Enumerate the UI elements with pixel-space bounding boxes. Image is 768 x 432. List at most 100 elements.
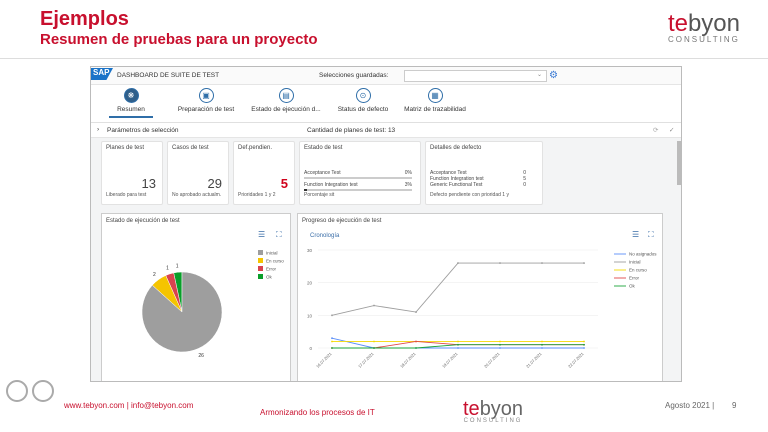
y-tick-label: 30 [307,248,313,253]
data-point [373,347,375,349]
slide-subtitle: Resumen de pruebas para un proyecto [40,31,318,48]
selection-parameters-bar: › Parámetros de selección Cantidad de pl… [91,123,681,138]
expand-chevron-icon[interactable]: › [97,126,100,133]
data-point [331,347,333,349]
data-point [415,311,417,313]
data-point [499,343,501,346]
legend-label: Error [266,267,277,272]
gear-icon[interactable]: ⚙ [549,70,558,81]
data-point [541,347,543,349]
data-label: 26 [198,353,204,359]
refresh-icon[interactable]: ⟳ [653,127,659,134]
x-tick-label: 18.07.2021 [399,351,417,369]
icon-tab-bar: ❋ Resumen ▣ Preparación de test ▤ Estado de… [91,85,681,123]
plan-count: Cantidad de planes de test: 13 [307,127,396,134]
certification-seals [6,380,56,420]
data-point [331,314,333,317]
chevron-down-icon: ⌄ [536,72,542,78]
legend-label: Ok [629,284,636,289]
pie-chart: 1 1 2 26 Inicial En curso Error Ok [141,250,284,359]
pie-card: Estado de ejecución de test ☰ ⛶ 1 1 2 26 Ini… [101,213,291,381]
fullscreen-icon[interactable]: ⛶ [648,230,654,239]
data-point [499,347,501,349]
x-tick-label: 22.07.2021 [567,351,585,369]
line-chart: 0 10 20 30 16.07.2021 17.07.2021 18.07.2021 19.… [307,248,657,369]
tile-estado-test[interactable]: Estado de test Acceptance Test 0% Functio… [299,141,421,205]
tab-cronologia[interactable]: Cronología [310,233,340,239]
legend-label: Inicial [629,260,641,265]
tab-matriz[interactable]: ▦ Matriz de trazabilidad [395,88,475,113]
tab-resumen[interactable]: ❋ Resumen [109,88,153,118]
x-tick-label: 19.07.2021 [441,351,459,369]
legend-label: En curso [629,268,647,273]
tile-planes[interactable]: Planes de test 13 Liberado para test [101,141,163,205]
data-point [541,340,543,343]
app-title: DASHBOARD DE SUITE DE TEST [117,72,220,79]
tab-status-defecto[interactable]: ⊙ Status de defecto [333,88,393,113]
sap-dashboard-screenshot: SAP DASHBOARD DE SUITE DE TEST Seleccion… [90,66,682,382]
list-icon[interactable]: ☰ [632,230,640,239]
data-point [331,337,333,340]
data-label: 1 [166,265,169,271]
data-label: 2 [153,272,156,278]
saved-selections-select[interactable]: ⌄ [404,70,547,82]
shell-header: SAP DASHBOARD DE SUITE DE TEST Seleccion… [91,67,681,85]
legend-swatch [258,250,263,255]
tile-def-pendientes[interactable]: Def.pendien. 5 Prioridades 1 y 2 [233,141,295,205]
data-point [541,262,543,264]
data-point [415,340,417,343]
slide-title: Ejemplos [40,8,129,30]
data-point [457,343,459,346]
tile-casos[interactable]: Casos de test 29 No aprobado actualm. [167,141,229,205]
sap-logo: SAP [91,68,113,80]
check-icon[interactable]: ✓ [669,127,675,134]
series-line-no-asignados [331,337,584,349]
data-point [415,347,417,349]
legend-label: En curso [266,259,284,264]
pie-slice-inicial [141,271,223,353]
params-toggle[interactable]: Parámetros de selección [107,127,179,134]
y-tick-label: 20 [307,281,313,286]
scrollbar[interactable] [677,141,681,185]
line-card: Progreso de ejecución de test Cronología… [297,213,663,381]
legend-swatch [258,266,263,271]
tab-estado-ejecucion[interactable]: ▤ Estado de ejecución d... [247,88,325,113]
legend-swatch [258,258,263,263]
data-label: 1 [176,263,179,269]
clipboard-icon: ▤ [278,88,294,103]
legend-swatch [258,274,263,279]
summary-icon: ❋ [123,88,139,103]
data-point [373,304,375,307]
legend-label: Ok [266,275,273,280]
fullscreen-icon[interactable]: ⛶ [276,230,282,239]
x-tick-label: 20.07.2021 [483,351,501,369]
tebyon-logo: tebyon CONSULTING [667,10,740,44]
page-number: 9 [732,401,737,410]
legend-label: Inicial [266,251,278,256]
series-line-inicial [331,262,584,316]
data-point [457,340,459,343]
tile-detalles-defecto[interactable]: Detalles de defecto Acceptance Test 0 Fun… [425,141,543,205]
data-point [583,262,585,264]
progress-bar [304,189,412,191]
list-icon[interactable]: ☰ [258,230,266,239]
tab-preparacion[interactable]: ▣ Preparación de test [171,88,241,113]
data-point [457,262,459,264]
y-tick-label: 0 [309,346,312,351]
x-tick-label: 21.07.2021 [525,351,543,369]
data-point [499,262,501,264]
prep-icon: ▣ [198,88,214,103]
footer-tagline: Armonizando los procesos de IT [260,408,375,417]
footer-logo: tebyon CONSULTING [463,398,524,424]
divider [0,58,768,59]
saved-selections-label: Selecciones guardadas: [319,72,389,79]
data-point [373,340,375,343]
legend-label: Error [629,276,640,281]
footer-date: Agosto 2021 | [665,401,715,410]
footer-contact[interactable]: www.tebyon.com | info@tebyon.com [64,401,194,410]
x-tick-label: 17.07.2021 [357,351,375,369]
progress-bar [304,177,412,179]
data-point [583,343,585,346]
matrix-icon: ▦ [427,88,443,103]
data-point [541,343,543,346]
